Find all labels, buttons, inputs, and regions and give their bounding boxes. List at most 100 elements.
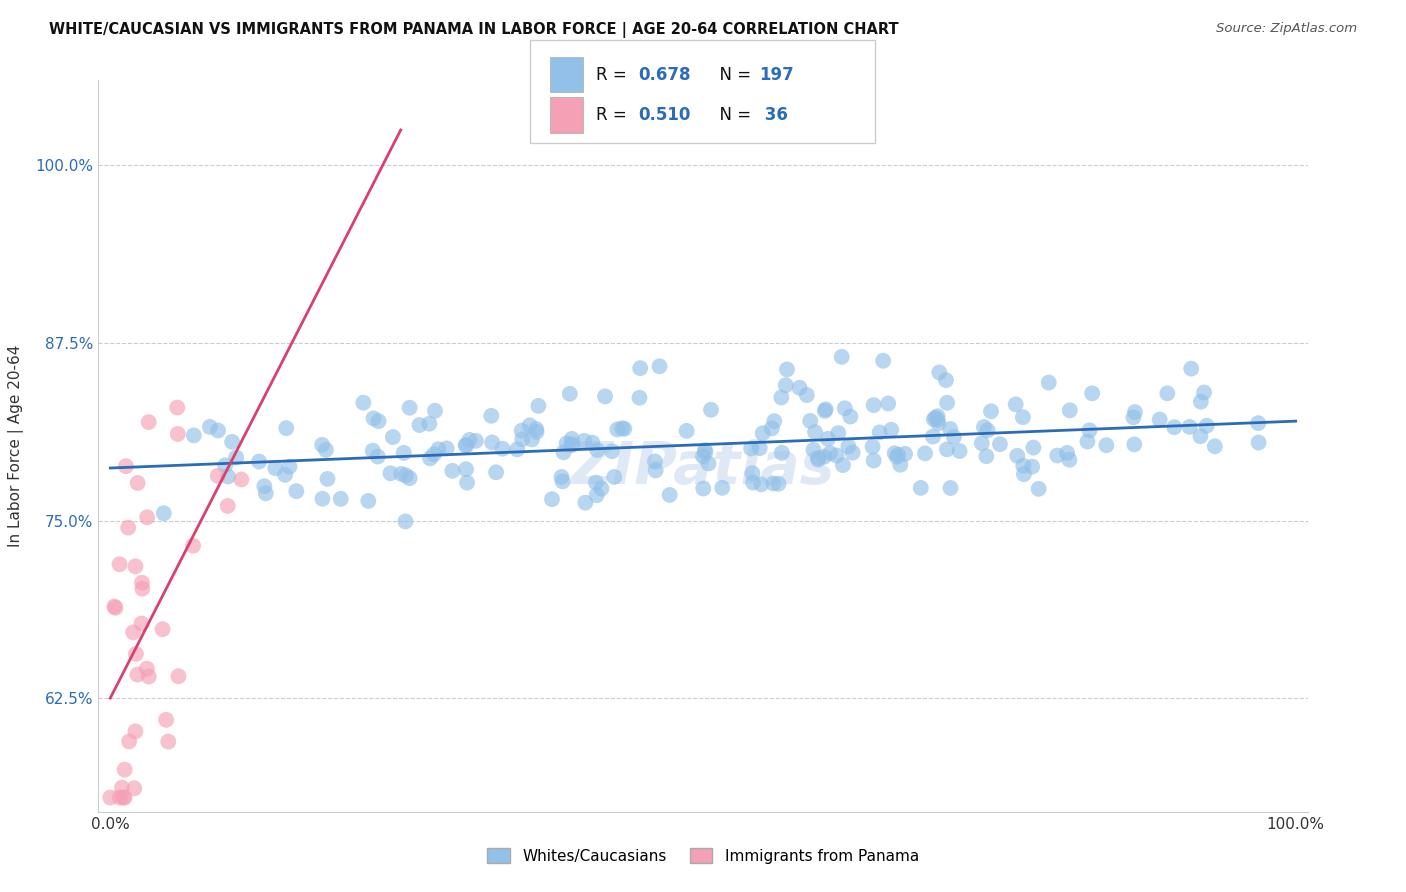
Point [807, 450, 830, 465]
Point [770, 391, 793, 405]
Point [886, 450, 908, 464]
Text: 197: 197 [759, 66, 794, 84]
Point [939, 422, 962, 436]
Point [155, 713, 177, 727]
Point [454, 462, 477, 476]
Point [527, 399, 550, 413]
Point [441, 464, 464, 478]
Point [862, 398, 884, 412]
Point [392, 446, 415, 460]
Point [807, 452, 830, 467]
Point [1059, 403, 1081, 417]
Point [398, 401, 420, 415]
Point [311, 491, 333, 506]
Point [600, 444, 623, 458]
Point [606, 422, 628, 436]
Text: 36: 36 [759, 106, 789, 124]
Point [1012, 467, 1035, 482]
Point [877, 396, 900, 410]
Point [883, 446, 905, 460]
Point [1022, 441, 1045, 455]
Point [1123, 405, 1146, 419]
Point [1189, 394, 1212, 409]
Point [970, 436, 993, 450]
Point [423, 404, 446, 418]
Point [980, 404, 1002, 418]
Point [762, 476, 785, 491]
Point [749, 477, 772, 491]
Point [207, 424, 229, 438]
Legend: Whites/Caucasians, Immigrants from Panama: Whites/Caucasians, Immigrants from Panam… [481, 842, 925, 870]
Point [658, 488, 681, 502]
Point [789, 381, 811, 395]
Point [927, 413, 949, 427]
Point [839, 409, 862, 424]
Point [167, 669, 190, 683]
Text: 0.510: 0.510 [638, 106, 690, 124]
Point [217, 469, 239, 483]
Point [315, 442, 337, 457]
Point [526, 425, 548, 439]
Point [311, 438, 333, 452]
Point [389, 467, 412, 481]
Point [692, 450, 714, 464]
Point [166, 426, 188, 441]
Point [935, 373, 957, 387]
Point [831, 350, 853, 364]
Point [628, 391, 651, 405]
Point [700, 402, 723, 417]
Point [541, 492, 564, 507]
Point [928, 366, 950, 380]
Point [872, 353, 894, 368]
Point [574, 496, 596, 510]
Point [253, 479, 276, 493]
Point [456, 475, 478, 490]
Point [560, 438, 582, 452]
Point [922, 412, 945, 426]
Point [118, 734, 141, 748]
Point [827, 426, 849, 441]
Point [524, 422, 547, 436]
Point [880, 423, 903, 437]
Point [122, 781, 145, 796]
Point [1078, 423, 1101, 437]
Point [1076, 434, 1098, 449]
Point [103, 599, 125, 614]
Point [264, 461, 287, 475]
Point [436, 442, 458, 456]
Point [408, 417, 430, 432]
Point [104, 600, 127, 615]
Point [581, 435, 603, 450]
Point [973, 420, 995, 434]
Point [553, 445, 575, 459]
Point [697, 457, 720, 471]
Point [352, 395, 374, 409]
Point [1004, 397, 1026, 411]
Point [198, 420, 221, 434]
Point [157, 734, 180, 748]
Text: R =: R = [596, 66, 633, 84]
Point [1156, 386, 1178, 401]
Point [367, 414, 389, 428]
Point [748, 441, 770, 455]
Point [613, 422, 636, 436]
Point [181, 539, 204, 553]
Point [136, 510, 159, 524]
Point [418, 417, 440, 431]
Point [813, 450, 835, 464]
Point [825, 449, 848, 463]
Point [1247, 416, 1270, 430]
Point [1081, 386, 1104, 401]
Point [817, 432, 839, 446]
Point [711, 481, 734, 495]
Point [479, 409, 502, 423]
Point [114, 763, 136, 777]
Point [644, 454, 666, 468]
Point [862, 440, 884, 454]
Point [217, 499, 239, 513]
Point [692, 482, 714, 496]
Point [367, 450, 389, 464]
Point [768, 476, 790, 491]
Point [519, 418, 541, 433]
Point [491, 442, 513, 456]
